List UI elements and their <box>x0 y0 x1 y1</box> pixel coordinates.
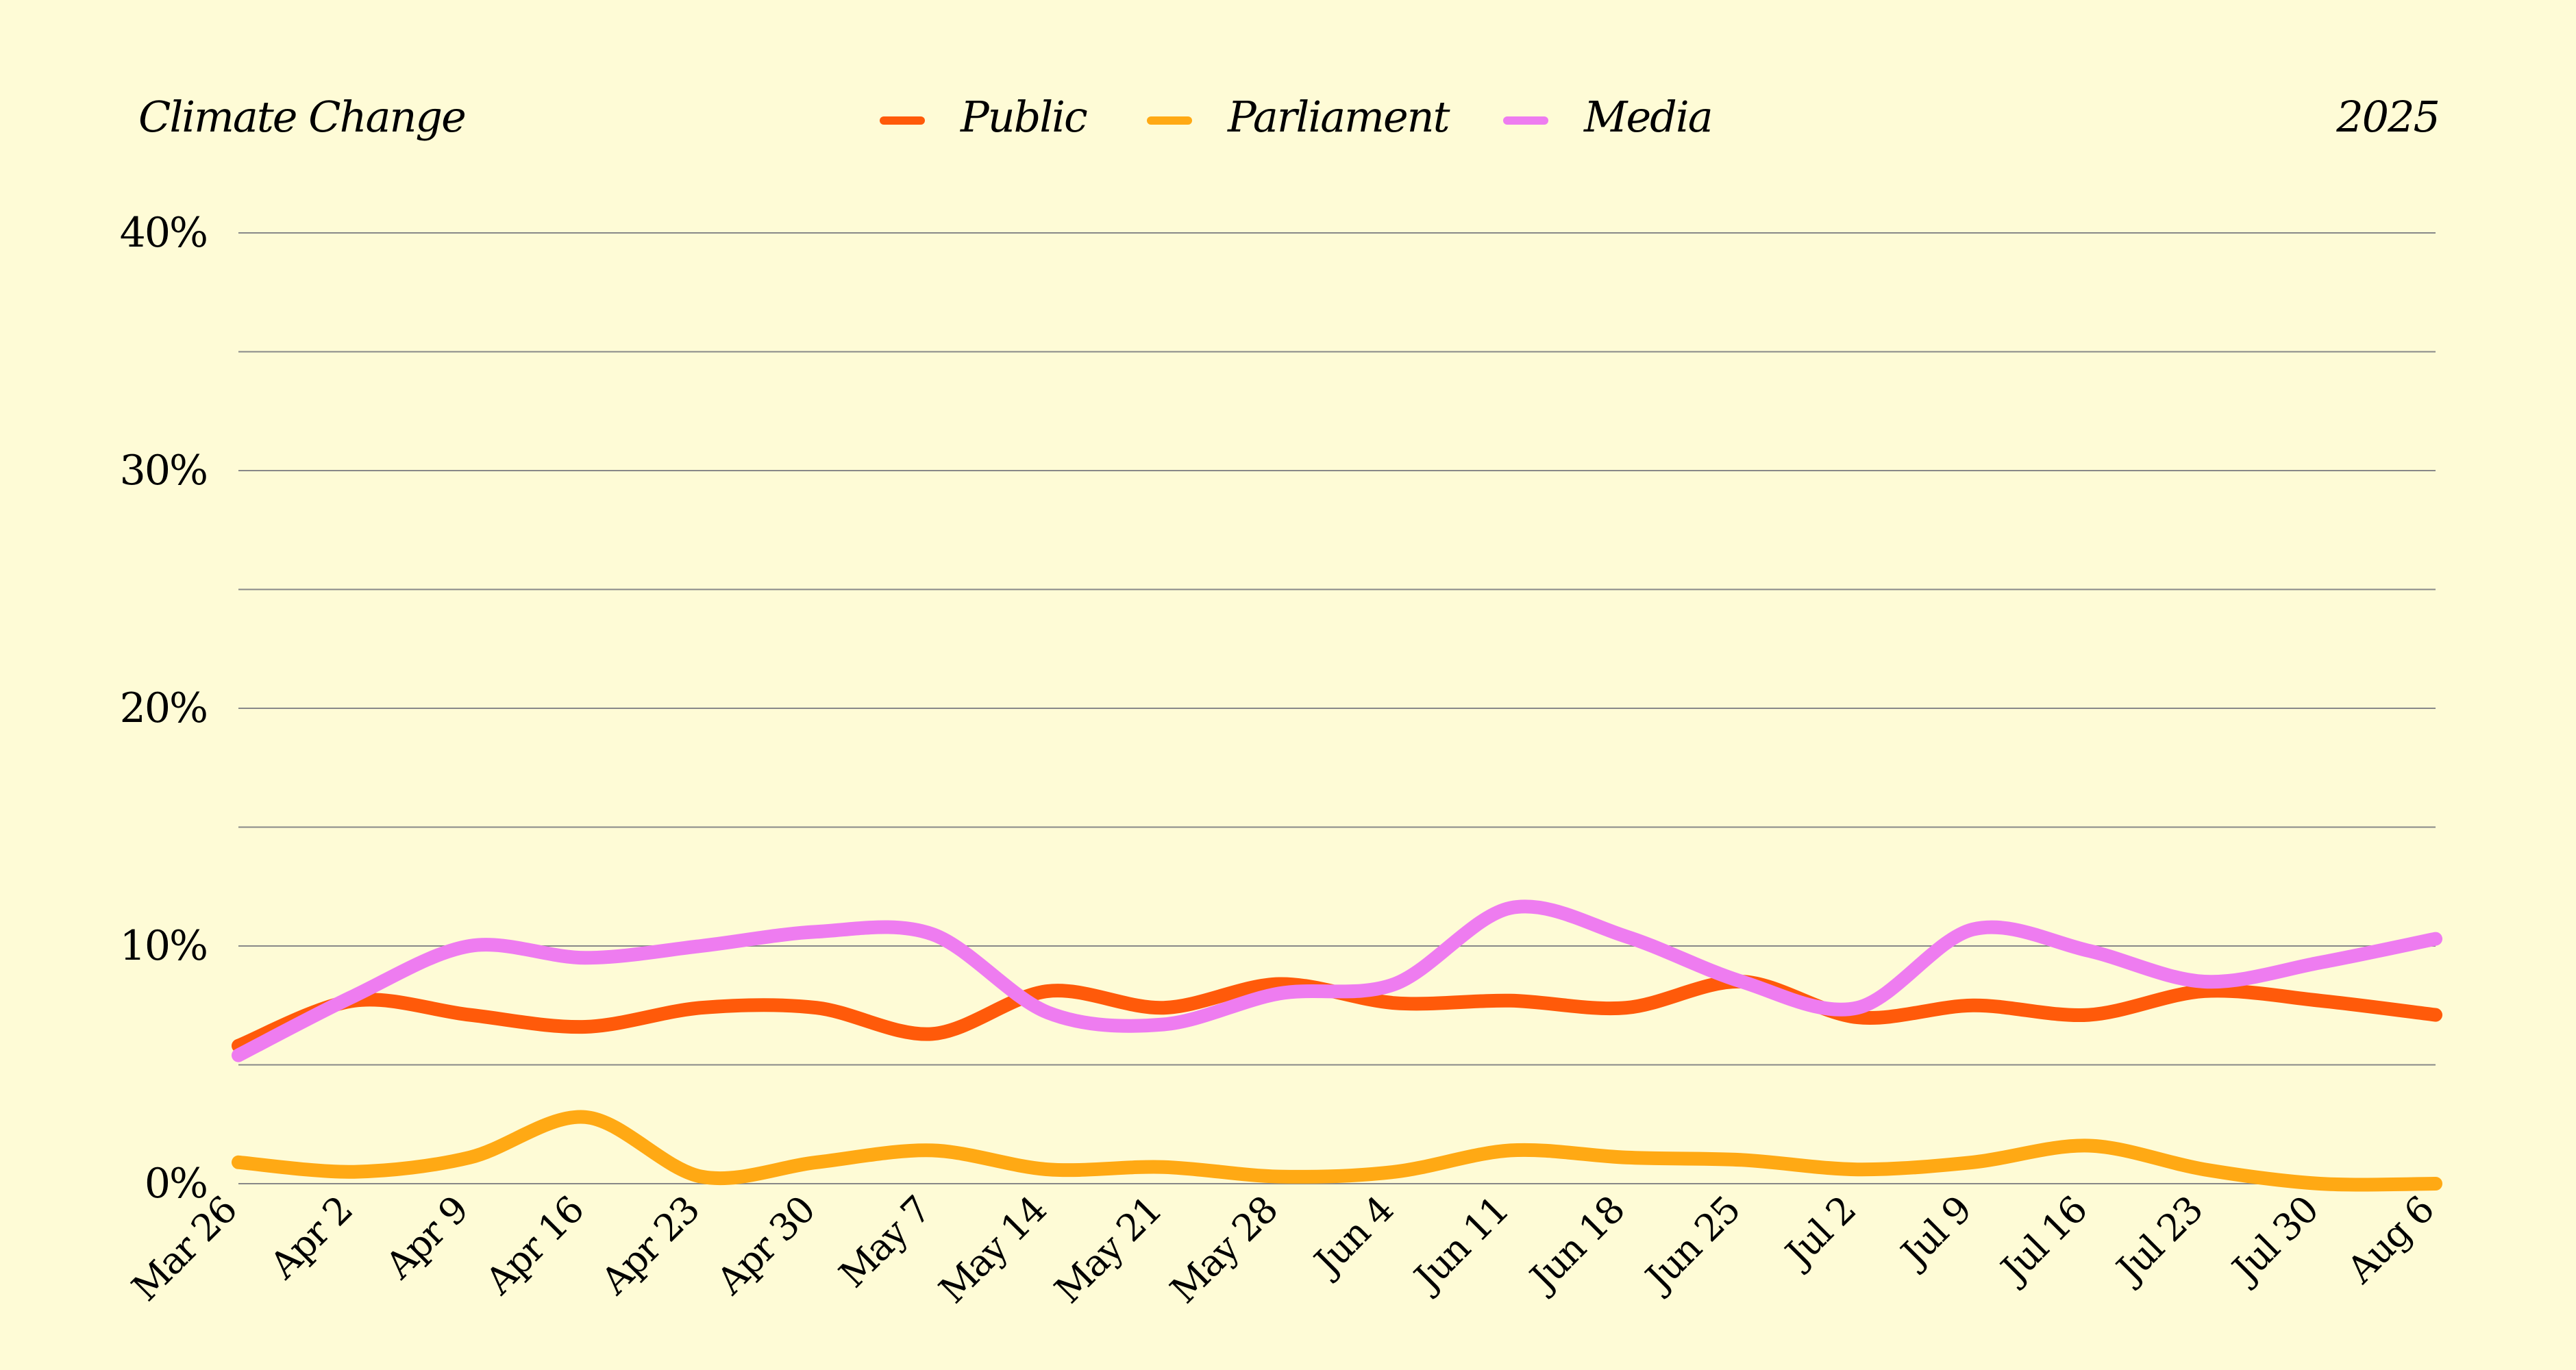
legend-item-media: Media <box>1503 92 1713 142</box>
legend-label: Media <box>1583 92 1712 142</box>
series-line-media <box>232 899 2442 1062</box>
y-tick-label: 40% <box>120 209 207 257</box>
legend-label: Public <box>960 92 1087 142</box>
x-tick-label: Apr 23 <box>593 1188 708 1304</box>
series-line-parliament <box>232 1110 2442 1192</box>
x-tick-label: May 21 <box>1046 1188 1169 1312</box>
y-axis-ticks: 0% 10% 20% 30% 40% <box>120 209 208 1208</box>
x-tick-label: Aug 6 <box>2338 1188 2442 1292</box>
x-tick-label: Apr 30 <box>708 1188 823 1304</box>
y-tick-label: 10% <box>120 922 207 970</box>
x-tick-label: Jun 4 <box>1304 1188 1401 1286</box>
x-tick-label: Jun 11 <box>1404 1188 1517 1302</box>
chart-legend: Public Parliament Media <box>880 92 1713 142</box>
x-tick-label: Jul 2 <box>1775 1188 1864 1278</box>
x-axis-ticks: Mar 26 Apr 2 Apr 9 Apr 16 Apr 23 Apr 30 May 7M… <box>123 1188 2442 1312</box>
x-tick-label: Jul 30 <box>2222 1188 2326 1293</box>
x-tick-label: Jul 23 <box>2106 1188 2210 1293</box>
x-tick-label: May 28 <box>1162 1188 1285 1312</box>
chart-year: 2025 <box>2336 92 2439 142</box>
legend-label: Parliament <box>1227 92 1450 142</box>
y-tick-label: 30% <box>120 447 207 495</box>
legend-item-parliament: Parliament <box>1147 92 1452 142</box>
chart-title: Climate Change <box>138 92 465 142</box>
x-tick-label: Jul 16 <box>1990 1188 2094 1293</box>
x-tick-label: Apr 16 <box>477 1188 592 1304</box>
y-tick-label: 20% <box>120 684 207 732</box>
chart-grid <box>238 232 2436 1184</box>
x-tick-label: Jun 18 <box>1520 1188 1633 1302</box>
x-tick-label: Apr 2 <box>261 1188 360 1288</box>
x-tick-label: Jun 25 <box>1635 1188 1748 1302</box>
x-tick-label: May 7 <box>831 1188 939 1296</box>
x-tick-label: Jul 9 <box>1890 1188 1979 1278</box>
y-tick-label: 0% <box>145 1160 207 1208</box>
x-tick-label: May 14 <box>930 1188 1054 1312</box>
x-tick-label: Apr 9 <box>377 1188 476 1288</box>
legend-item-public: Public <box>880 92 1089 142</box>
chart-series <box>232 899 2442 1192</box>
